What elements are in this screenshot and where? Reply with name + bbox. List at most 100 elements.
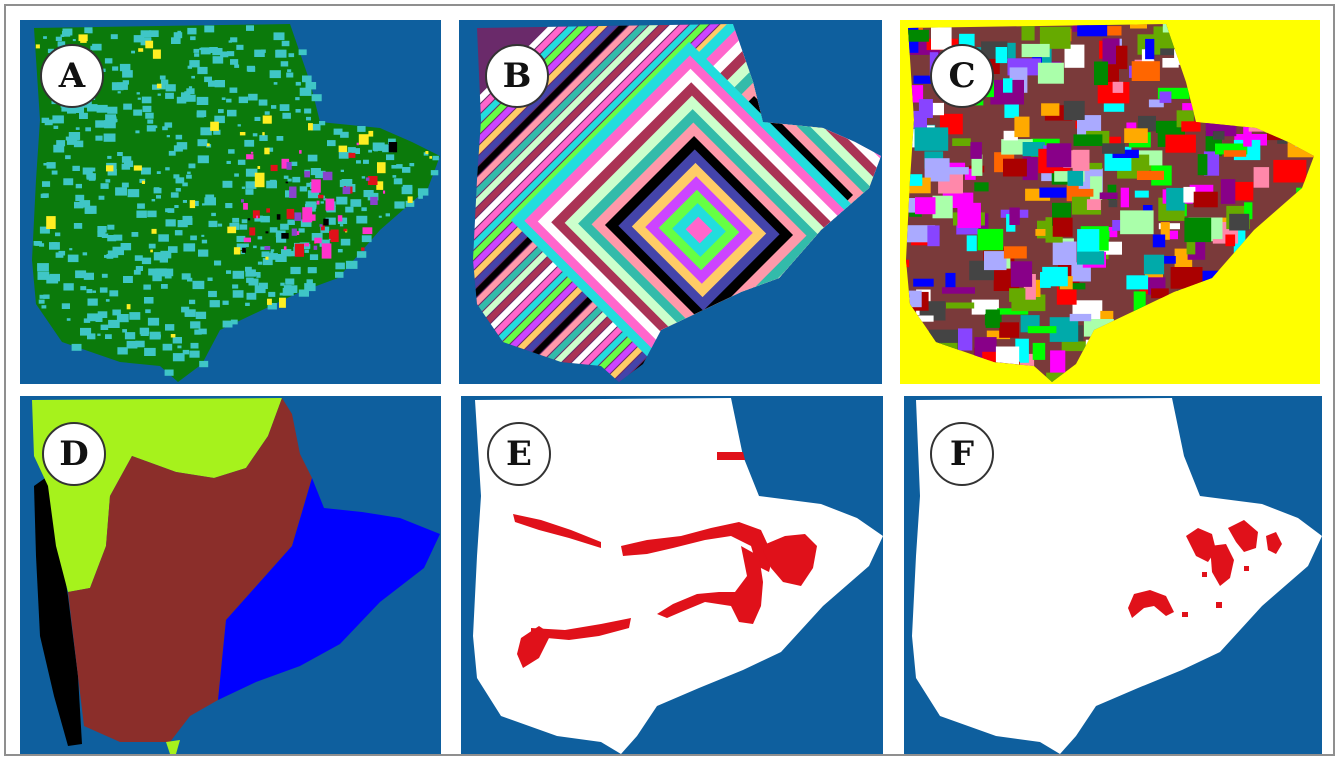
speckle — [319, 224, 323, 227]
speckle — [361, 247, 365, 251]
speckle — [373, 148, 378, 152]
speckle — [181, 306, 190, 313]
speckle — [313, 245, 318, 250]
speckle — [244, 139, 255, 147]
segment-patch — [995, 47, 1008, 64]
segment-patch — [1165, 134, 1196, 153]
speckle — [168, 150, 176, 156]
speckle — [270, 164, 278, 172]
speckle — [287, 219, 295, 225]
speckle — [288, 53, 295, 58]
speckle — [345, 260, 358, 269]
speckle — [407, 196, 413, 203]
speckle — [167, 208, 175, 213]
speckle — [43, 294, 50, 299]
speckle — [165, 219, 176, 227]
speckle — [162, 126, 168, 131]
speckle — [190, 342, 199, 349]
speckle — [187, 277, 193, 282]
speckle — [161, 284, 168, 289]
speckle — [174, 205, 179, 208]
speckle — [393, 178, 403, 185]
speckle — [97, 226, 107, 233]
speckle — [245, 189, 254, 195]
speckle — [107, 155, 112, 159]
segment-patch — [1120, 210, 1154, 235]
speckle — [55, 232, 61, 237]
speckle — [260, 215, 270, 223]
segment-patch — [1052, 241, 1077, 265]
speckle — [311, 233, 323, 241]
speckle — [107, 106, 118, 114]
speckle — [197, 139, 208, 147]
speckle — [343, 228, 347, 232]
speckle — [186, 88, 195, 95]
speckle — [264, 246, 271, 250]
speckle — [144, 347, 156, 356]
speckle — [363, 159, 369, 164]
segment-patch — [1112, 149, 1139, 158]
segment-patch — [942, 287, 975, 294]
speckle — [194, 329, 202, 335]
speckle — [84, 207, 94, 214]
speckle — [255, 272, 261, 276]
speckle — [73, 105, 84, 113]
speckle — [56, 140, 66, 147]
speckle — [199, 47, 203, 51]
speckle — [137, 203, 145, 209]
speckle — [220, 51, 229, 58]
segment-patch — [1009, 207, 1020, 225]
speckle — [417, 188, 429, 196]
speckle — [75, 194, 85, 201]
speckle — [141, 96, 152, 104]
speckle — [309, 254, 319, 260]
speckle — [233, 247, 241, 255]
segment-patch — [1184, 217, 1212, 243]
speckle — [120, 349, 125, 352]
speckle — [136, 210, 147, 218]
speckle — [361, 176, 366, 179]
speckle — [147, 119, 154, 124]
speckle — [292, 176, 301, 183]
speckle — [241, 199, 244, 203]
speckle — [391, 165, 397, 169]
speckle — [245, 302, 250, 306]
distance-band — [473, 24, 652, 382]
speckle — [80, 286, 87, 291]
segment-patch — [937, 167, 969, 175]
speckle — [358, 134, 369, 145]
segment-patch — [1138, 115, 1156, 132]
speckle — [316, 200, 320, 205]
segment-patch — [1067, 170, 1084, 186]
speckle — [208, 220, 218, 228]
speckle — [38, 299, 45, 304]
speckle — [372, 142, 385, 151]
speckle — [39, 294, 46, 299]
speckle — [112, 66, 119, 71]
segment-patch — [1253, 167, 1270, 188]
speckle — [286, 72, 294, 78]
speckle — [183, 94, 188, 98]
speckle — [158, 234, 169, 242]
segment-patch — [1124, 128, 1148, 143]
speckle — [275, 230, 286, 238]
segment-patch — [1009, 288, 1026, 302]
segment-patch — [1099, 192, 1118, 200]
speckle — [378, 215, 382, 218]
segment-patch — [1003, 158, 1027, 177]
map-panel-d: D — [20, 396, 441, 754]
speckle — [383, 190, 386, 194]
speckle — [90, 45, 97, 50]
speckle — [261, 251, 270, 258]
segment-patch — [906, 290, 922, 308]
brown-region — [68, 398, 312, 742]
speckle — [356, 251, 367, 258]
segment-patch — [1134, 190, 1149, 198]
speckle — [80, 327, 92, 336]
speckle — [79, 112, 88, 119]
panel-label-c: C — [930, 44, 994, 108]
speckle — [337, 249, 343, 253]
segment-patch — [1064, 44, 1085, 68]
speckle — [418, 195, 423, 199]
speckle — [53, 125, 59, 129]
